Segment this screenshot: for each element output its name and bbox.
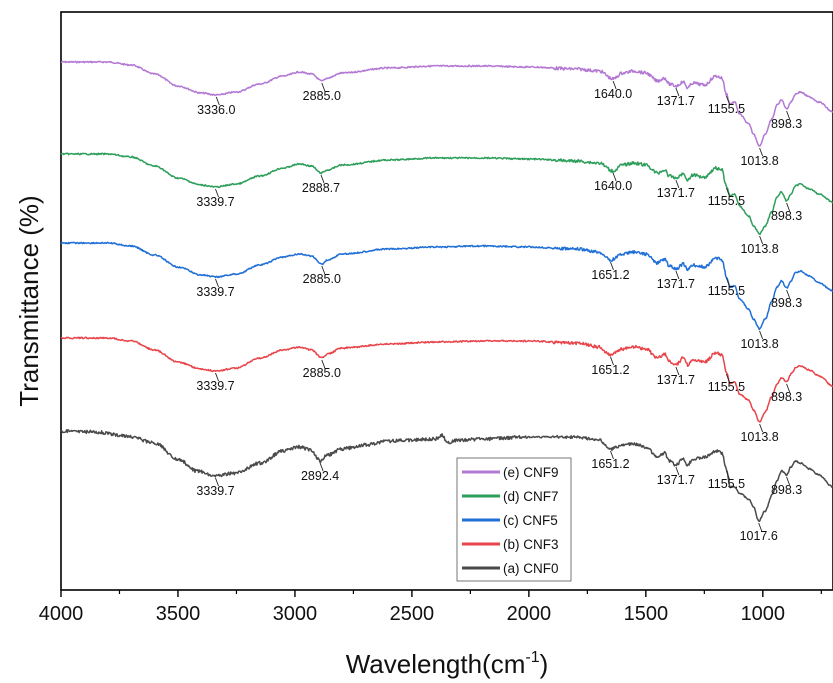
peak-leader <box>215 96 220 106</box>
peak-leader <box>759 423 764 433</box>
peak-leader <box>321 359 326 369</box>
peak-label: 898.3 <box>771 296 802 310</box>
x-axis-title-close: ) <box>540 649 549 679</box>
peak-leader <box>786 202 791 212</box>
series-line <box>60 429 833 523</box>
peak-leader <box>612 172 617 182</box>
peak-label: 898.3 <box>771 117 802 131</box>
peak-leader <box>759 147 764 157</box>
peak-leader <box>725 373 730 383</box>
peak-label: 898.3 <box>771 209 802 223</box>
peak-leader <box>758 522 763 532</box>
x-axis-title-main: Wavelength(cm <box>346 649 526 679</box>
peak-label: 1155.5 <box>708 380 745 394</box>
peak-label: 2885.0 <box>303 366 341 380</box>
peak-leader <box>215 188 219 198</box>
peak-leader <box>321 82 326 92</box>
peak-leader <box>215 278 219 288</box>
x-axis-title-sup: -1 <box>525 649 539 666</box>
peak-label: 1651.2 <box>591 457 629 471</box>
peak-label: 3339.7 <box>196 285 234 299</box>
peak-label: 3339.7 <box>196 379 234 393</box>
peak-leader <box>675 270 680 280</box>
legend-item-label: (c) CNF5 <box>503 513 558 528</box>
peak-label: 1155.5 <box>708 477 745 491</box>
peak-label: 3339.7 <box>196 484 234 498</box>
peak-label: 1013.8 <box>740 154 778 168</box>
peak-label: 1013.8 <box>740 337 778 351</box>
peak-label: 3339.7 <box>196 195 234 209</box>
peak-label: 1013.8 <box>740 242 778 256</box>
plot-frame <box>60 11 833 591</box>
peak-label: 1013.8 <box>740 430 778 444</box>
legend: (e) CNF9 (d) CNF7 (c) CNF5 (b) CNF3 (a) CNF0 <box>456 457 572 582</box>
peak-label: 1017.6 <box>740 529 778 543</box>
peak-label: 1371.7 <box>657 373 695 387</box>
peak-leader <box>610 261 614 271</box>
peak-label: 2888.7 <box>302 181 340 195</box>
x-tick-label: 3500 <box>156 603 201 625</box>
y-axis-title: Transmittance (%) <box>14 195 44 406</box>
x-tick-label: 1500 <box>624 603 669 625</box>
series-line <box>60 241 833 331</box>
peak-label: 3336.0 <box>197 103 235 117</box>
series-line <box>60 60 833 147</box>
peak-leader <box>321 265 326 275</box>
legend-item-label: (a) CNF0 <box>503 561 559 576</box>
peak-label: 2885.0 <box>303 272 341 286</box>
peak-label: 1640.0 <box>594 87 632 101</box>
x-tick-label: 4000 <box>39 603 84 625</box>
peak-label: 1155.5 <box>708 102 745 116</box>
peak-label: 1371.7 <box>657 186 695 200</box>
peak-leader <box>725 187 730 197</box>
peak-leader <box>610 356 614 366</box>
peak-leader <box>675 179 680 189</box>
peak-label: 898.3 <box>771 483 802 497</box>
peak-label: 898.3 <box>771 390 802 404</box>
peak-leader <box>612 80 617 90</box>
peak-leader <box>675 366 680 376</box>
peak-leader <box>675 87 680 97</box>
legend-item-label: (b) CNF3 <box>503 537 559 552</box>
x-tick-label: 1000 <box>741 603 786 625</box>
series-line <box>60 152 833 236</box>
x-axis-title: Wavelength(cm-1) <box>346 649 549 679</box>
peak-leader <box>319 462 324 472</box>
peak-leader <box>786 383 791 393</box>
peak-label: 1371.7 <box>657 277 695 291</box>
series-line <box>60 336 833 423</box>
legend-item-label: (d) CNF7 <box>503 489 559 504</box>
series-layer <box>60 60 833 523</box>
peak-label: 2892.4 <box>301 469 339 483</box>
peak-leader <box>320 174 325 184</box>
x-tick-label: 2000 <box>507 603 552 625</box>
peak-label: 1371.7 <box>657 94 695 108</box>
peak-label: 1371.7 <box>657 473 695 487</box>
peak-leader <box>215 372 219 382</box>
peak-label: 1651.2 <box>591 363 629 377</box>
peak-leader <box>610 450 614 460</box>
x-tick-label: 2500 <box>390 603 435 625</box>
peak-leader <box>786 110 791 120</box>
peak-label: 1651.2 <box>591 268 629 282</box>
peak-leader <box>215 477 219 487</box>
peak-label: 2885.0 <box>303 89 341 103</box>
peak-leader <box>725 470 730 480</box>
peak-leader <box>725 95 730 105</box>
peak-label: 1155.5 <box>708 284 745 298</box>
legend-item-label: (e) CNF9 <box>503 465 559 480</box>
x-tick-label: 3000 <box>273 603 318 625</box>
peak-leader <box>786 289 791 299</box>
peak-leader <box>675 466 680 476</box>
peak-label: 1640.0 <box>594 179 632 193</box>
x-axis: 4000 3500 3000 2500 2000 1500 1000 <box>39 590 822 625</box>
peak-annotations: 3336.0 2885.0 1640.0 1371.7 1155.5 1013.8 898.… <box>196 80 802 543</box>
peak-leader <box>786 476 791 486</box>
peak-leader <box>759 235 764 245</box>
peak-label: 1155.5 <box>708 194 745 208</box>
peak-leader <box>759 330 764 340</box>
peak-leader <box>725 277 730 287</box>
